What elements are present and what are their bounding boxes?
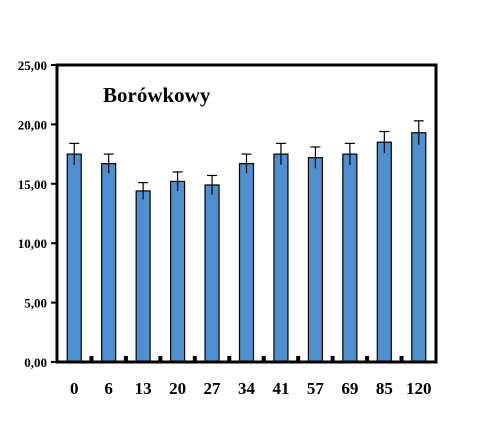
- x-tick-label: 69: [341, 379, 358, 398]
- x-tick-mark: [365, 356, 370, 362]
- plot-frame: [55, 63, 438, 364]
- bar: [238, 163, 255, 363]
- bar: [342, 153, 358, 363]
- chart-title: Borówkowy: [103, 83, 211, 107]
- bar: [169, 180, 186, 363]
- bar: [101, 163, 117, 363]
- x-tick-mark: [261, 356, 266, 362]
- x-axis: 0 6 13 20 27 34 41 57 69 85 120: [70, 356, 432, 398]
- bar: [204, 184, 220, 363]
- bar: [376, 141, 392, 363]
- x-tick-label: 0: [70, 379, 79, 398]
- y-tick-label: 20,00: [18, 117, 47, 132]
- x-tick-label: 13: [135, 379, 152, 398]
- error-bars: [69, 120, 424, 200]
- bar: [66, 153, 82, 363]
- y-tick-label: 5,00: [24, 296, 47, 311]
- y-tick-label: 15,00: [18, 177, 47, 192]
- x-tick-label: 20: [169, 379, 186, 398]
- x-tick-mark: [123, 356, 128, 362]
- x-tick-mark: [227, 356, 232, 362]
- x-tick-mark: [158, 356, 163, 362]
- y-axis: 0,00 5,00 10,00 15,00 20,00 25,00: [18, 58, 57, 370]
- x-tick-label: 120: [406, 379, 432, 398]
- bar: [411, 132, 427, 363]
- x-tick-label: 57: [307, 379, 325, 398]
- x-tick-label: 27: [204, 379, 222, 398]
- bar: [307, 157, 324, 363]
- y-tick-label: 10,00: [18, 236, 47, 251]
- x-tick-mark: [399, 356, 404, 362]
- x-tick-label: 6: [104, 379, 113, 398]
- x-tick-label: 41: [272, 379, 289, 398]
- bar: [135, 190, 151, 363]
- x-tick-mark: [330, 356, 335, 362]
- y-tick-label: 25,00: [18, 58, 47, 73]
- x-tick-mark: [89, 356, 94, 362]
- x-tick-mark: [192, 356, 197, 362]
- x-tick-label: 34: [238, 379, 256, 398]
- bar: [273, 153, 289, 363]
- y-tick-label: 0,00: [24, 355, 47, 370]
- x-tick-mark: [296, 356, 301, 362]
- x-tick-label: 85: [376, 379, 393, 398]
